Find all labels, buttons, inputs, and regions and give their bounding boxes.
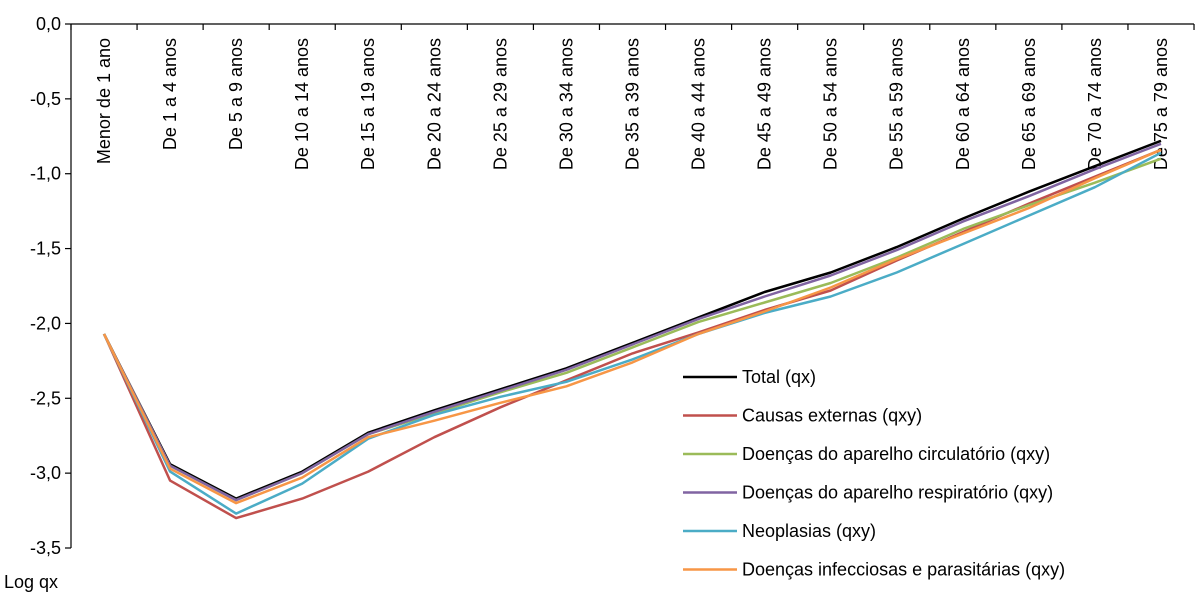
legend-label-4: Neoplasias (qxy): [742, 521, 876, 541]
x-axis: Menor de 1 ano De 1 a 4 anos De 5 a 9 anos…: [70, 23, 1195, 170]
x-category-label: De 60 a 64 anos: [953, 38, 973, 170]
series-line-1: [102, 148, 1162, 520]
x-category-label: De 10 a 14 anos: [292, 38, 312, 170]
y-tick-label: -2,5: [30, 388, 61, 408]
y-axis: 0,0 -0,5 -1,0 -1,5 -2,0 -2,5 -3,0 -3,5: [30, 14, 72, 558]
y-tick-label: -3,0: [30, 463, 61, 483]
x-category-label: De 30 a 34 anos: [556, 38, 576, 170]
x-category-label: De 15 a 19 anos: [358, 38, 378, 170]
x-category-label: De 50 a 54 anos: [821, 38, 841, 170]
series-line-4: [102, 151, 1162, 515]
x-category-label: De 20 a 24 anos: [424, 38, 444, 170]
legend-label-3: Doenças do aparelho respiratório (qxy): [742, 483, 1053, 503]
y-tick-label: -1,0: [30, 164, 61, 184]
y-tick-label: -0,5: [30, 89, 61, 109]
legend: Total (qx) Causas externas (qxy) Doenças d…: [683, 367, 1065, 580]
x-category-label: De 25 a 29 anos: [490, 38, 510, 170]
series-lines: [102, 139, 1162, 520]
legend-label-5: Doenças infecciosas e parasitárias (qxy): [742, 560, 1065, 580]
x-category-label: De 45 a 49 anos: [755, 38, 775, 170]
x-category-label: De 35 a 39 anos: [622, 38, 642, 170]
legend-label-0: Total (qx): [742, 367, 816, 387]
x-category-label: De 55 a 59 anos: [887, 38, 907, 170]
x-category-label: De 5 a 9 anos: [226, 38, 246, 150]
legend-label-2: Doenças do aparelho circulatório (qxy): [742, 444, 1050, 464]
x-category-label: De 40 a 44 anos: [689, 38, 709, 170]
legend-label-1: Causas externas (qxy): [742, 406, 922, 426]
y-tick-label: 0,0: [36, 14, 61, 34]
x-category-label: De 1 a 4 anos: [160, 38, 180, 150]
y-tick-label: -2,0: [30, 313, 61, 333]
series-line-3: [102, 142, 1162, 502]
x-category-label: De 75 a 79 anos: [1151, 38, 1171, 170]
series-line-0: [102, 139, 1162, 500]
series-line-5: [102, 148, 1162, 505]
x-category-label: De 65 a 69 anos: [1019, 38, 1039, 170]
y-tick-label: -3,5: [30, 538, 61, 558]
x-category-label: De 70 a 74 anos: [1085, 38, 1105, 170]
x-category-label: Menor de 1 ano: [94, 38, 114, 164]
y-tick-label: -1,5: [30, 239, 61, 259]
y-axis-title: Log qx: [4, 572, 58, 592]
